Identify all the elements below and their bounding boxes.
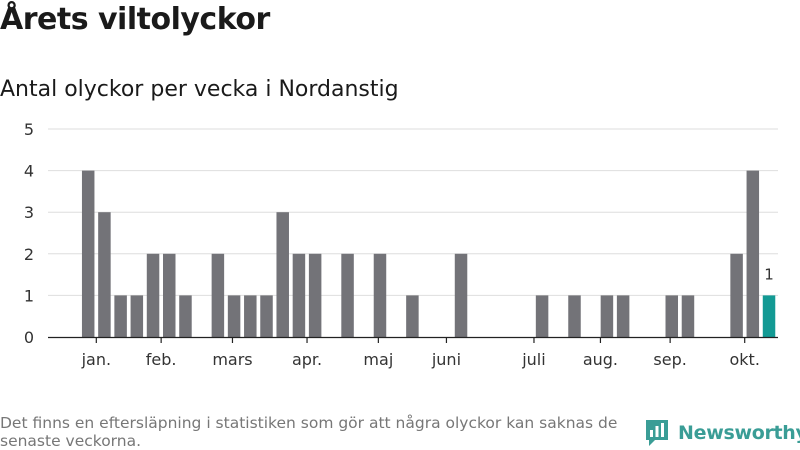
brand-name: Newsworthy — [678, 422, 800, 444]
x-tick-label: sep. — [653, 350, 686, 369]
y-tick-label: 2 — [24, 245, 34, 264]
bar — [276, 212, 289, 337]
bar — [600, 295, 614, 337]
x-tick-label: mars — [212, 350, 252, 369]
x-tick-label: okt. — [729, 350, 759, 369]
bar — [308, 253, 322, 337]
bar — [244, 295, 257, 337]
y-tick-label: 4 — [24, 162, 34, 181]
footnote: Det finns en eftersläpning i statistiken… — [0, 414, 618, 450]
bar — [130, 295, 144, 337]
bar — [260, 295, 273, 337]
x-tick-label: maj — [363, 350, 393, 369]
bar — [681, 295, 695, 337]
x-tick-label: jan. — [81, 350, 111, 369]
bar — [341, 253, 354, 337]
bar — [227, 295, 241, 337]
chart-subtitle: Antal olyckor per vecka i Nordanstig — [0, 77, 399, 102]
bar — [616, 295, 630, 337]
data-label: 1 — [764, 265, 774, 283]
bar — [746, 170, 760, 337]
brand-logo: Newsworthy — [644, 418, 800, 448]
x-tick-label: juli — [521, 350, 545, 369]
bar — [146, 253, 160, 337]
y-tick-label: 0 — [24, 328, 34, 347]
bar — [568, 295, 581, 337]
bar — [292, 253, 306, 337]
y-tick-label: 3 — [24, 203, 34, 222]
newsworthy-logo-icon — [646, 420, 668, 446]
bar — [406, 295, 419, 337]
bar — [535, 295, 549, 337]
bar — [454, 253, 468, 337]
bar — [163, 253, 176, 337]
y-tick-label: 5 — [24, 120, 34, 139]
bar — [211, 253, 225, 337]
x-tick-label: aug. — [583, 350, 618, 369]
bar — [730, 253, 743, 337]
bar — [373, 253, 387, 337]
x-tick-label: feb. — [146, 350, 177, 369]
y-tick-label: 1 — [24, 286, 34, 305]
bar — [665, 295, 679, 337]
bar-chart: 0 1 2 3 4 5 1 jan. feb. mars apr. maj juni juli aug. se… — [24, 120, 778, 369]
bar-current-week — [762, 295, 776, 337]
chart-title: Årets viltolyckor — [0, 2, 270, 37]
x-tick-label: juni — [431, 350, 461, 369]
bar — [114, 295, 127, 337]
bar — [81, 170, 95, 337]
bar — [98, 212, 111, 337]
bar — [179, 295, 192, 337]
x-tick-label: apr. — [292, 350, 322, 369]
